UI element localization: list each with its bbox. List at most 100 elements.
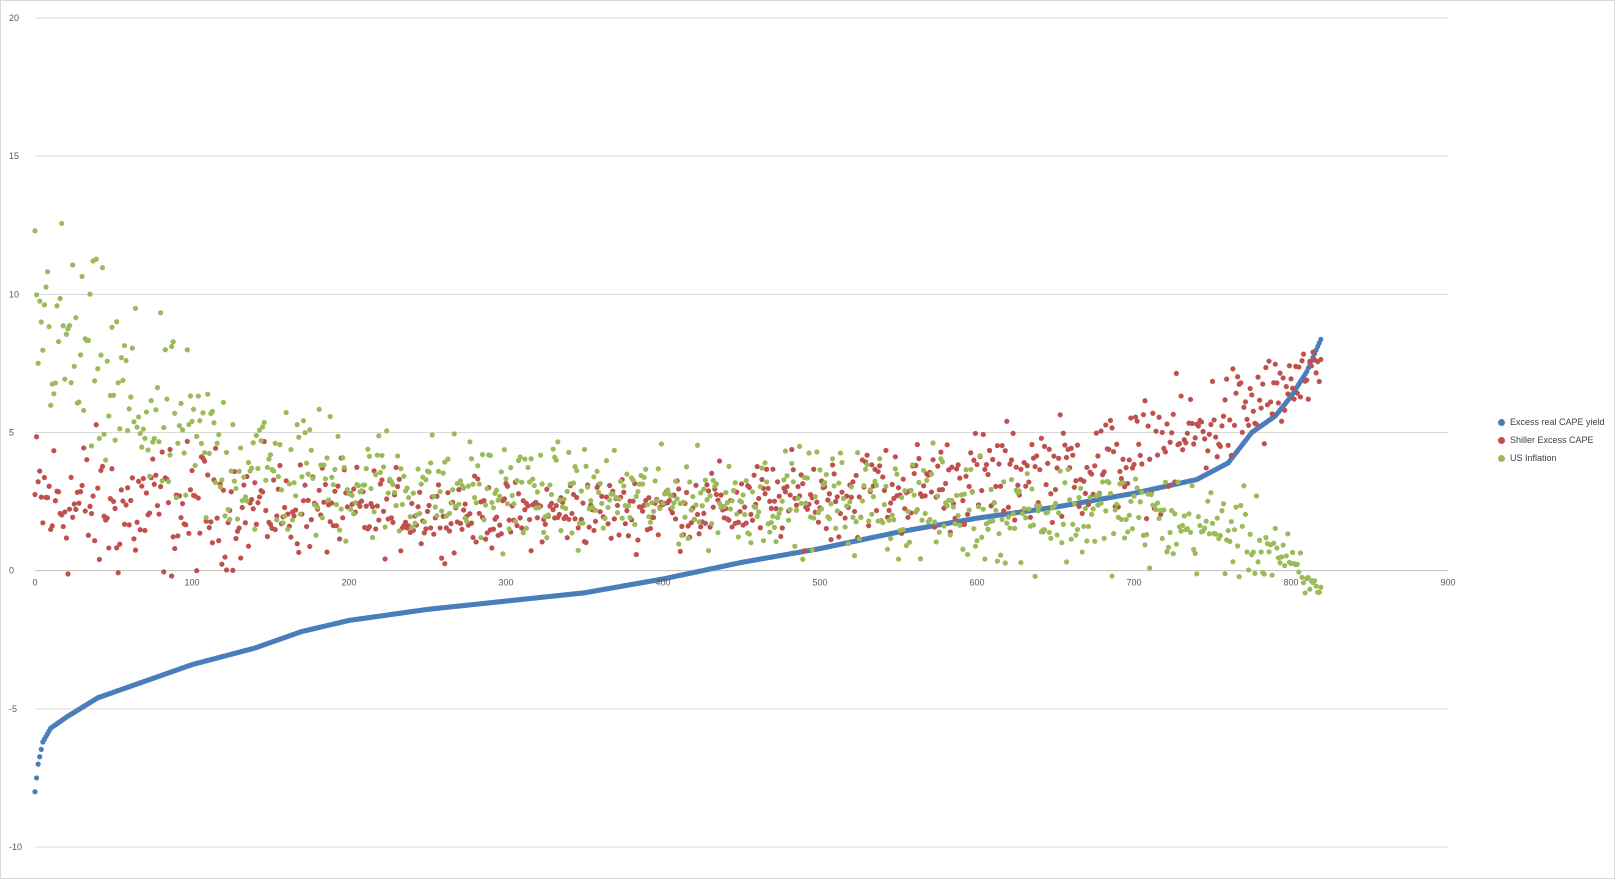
data-point — [1085, 501, 1092, 508]
data-point — [489, 545, 495, 551]
data-point — [501, 496, 508, 502]
data-point — [66, 323, 73, 329]
data-point — [1172, 511, 1178, 517]
data-point — [1112, 507, 1118, 513]
data-point — [1208, 490, 1214, 496]
data-point — [1131, 461, 1137, 468]
data-point — [206, 450, 212, 457]
data-point — [1153, 507, 1159, 513]
data-point — [1100, 479, 1106, 485]
data-point — [49, 523, 55, 529]
data-point — [1062, 442, 1068, 448]
data-point — [272, 526, 278, 533]
data-point — [187, 487, 194, 493]
data-point — [195, 393, 201, 399]
data-point — [1299, 358, 1305, 364]
data-point — [1057, 412, 1063, 418]
data-point — [869, 462, 875, 468]
data-point — [335, 433, 341, 439]
data-point — [531, 482, 537, 489]
data-point — [147, 473, 153, 479]
data-point — [514, 522, 520, 529]
data-point — [500, 551, 506, 557]
data-point — [369, 504, 376, 510]
data-point — [985, 471, 991, 478]
data-point — [698, 524, 704, 530]
data-point — [611, 516, 617, 522]
data-point — [351, 511, 357, 517]
data-point — [818, 506, 825, 512]
data-point — [759, 465, 765, 471]
data-point — [252, 526, 258, 532]
data-point — [1189, 420, 1195, 427]
data-point — [803, 500, 809, 506]
data-point — [812, 493, 818, 500]
data-point — [362, 482, 368, 488]
data-point — [597, 480, 603, 487]
data-point — [76, 500, 82, 506]
data-point — [1288, 376, 1294, 382]
data-point — [482, 502, 489, 508]
data-point — [963, 473, 969, 479]
data-point — [139, 444, 145, 450]
data-point — [423, 477, 429, 483]
data-point — [939, 486, 946, 493]
data-point — [759, 476, 765, 483]
data-point — [156, 439, 162, 445]
data-point — [1220, 413, 1227, 419]
data-point — [727, 506, 734, 512]
data-point — [1034, 453, 1040, 459]
data-point — [966, 507, 972, 513]
data-point — [1118, 516, 1125, 523]
data-point — [131, 536, 137, 542]
series-2 — [32, 220, 1324, 596]
data-point — [701, 486, 707, 492]
data-point — [814, 449, 820, 455]
data-point — [114, 319, 120, 325]
data-point — [1250, 408, 1256, 414]
data-point — [407, 514, 413, 520]
data-point — [440, 470, 446, 476]
data-point — [332, 488, 338, 494]
data-point — [307, 427, 313, 433]
data-point — [685, 523, 691, 529]
data-point — [103, 457, 109, 463]
data-point — [406, 495, 412, 501]
data-point — [1302, 590, 1308, 596]
data-point — [1189, 483, 1195, 489]
data-point — [399, 501, 405, 507]
data-point — [1173, 370, 1179, 376]
data-point — [82, 508, 88, 514]
data-point — [1079, 510, 1085, 517]
data-point — [299, 474, 305, 480]
data-point — [1074, 442, 1081, 448]
data-point — [1236, 574, 1242, 580]
data-point — [472, 494, 478, 501]
data-point — [1026, 506, 1032, 512]
data-point — [1165, 483, 1172, 489]
data-point — [575, 547, 581, 553]
data-point — [990, 518, 996, 524]
data-point — [796, 443, 803, 449]
data-point — [1242, 511, 1249, 518]
gridlines — [35, 17, 1448, 848]
data-point — [1107, 490, 1114, 497]
data-point — [446, 510, 453, 517]
data-point — [325, 497, 332, 503]
data-point — [275, 474, 281, 480]
data-point — [302, 430, 308, 436]
data-point — [1197, 522, 1203, 529]
data-point — [561, 496, 567, 502]
data-point — [388, 515, 394, 521]
data-point — [1143, 532, 1150, 538]
data-point — [1023, 483, 1029, 489]
data-point — [837, 450, 844, 456]
data-point — [48, 402, 54, 408]
data-point — [1118, 476, 1125, 482]
data-point — [217, 484, 223, 490]
data-point — [924, 477, 930, 483]
data-point — [723, 489, 729, 496]
data-point — [1008, 476, 1015, 483]
data-point — [823, 525, 829, 532]
data-point — [944, 442, 950, 448]
